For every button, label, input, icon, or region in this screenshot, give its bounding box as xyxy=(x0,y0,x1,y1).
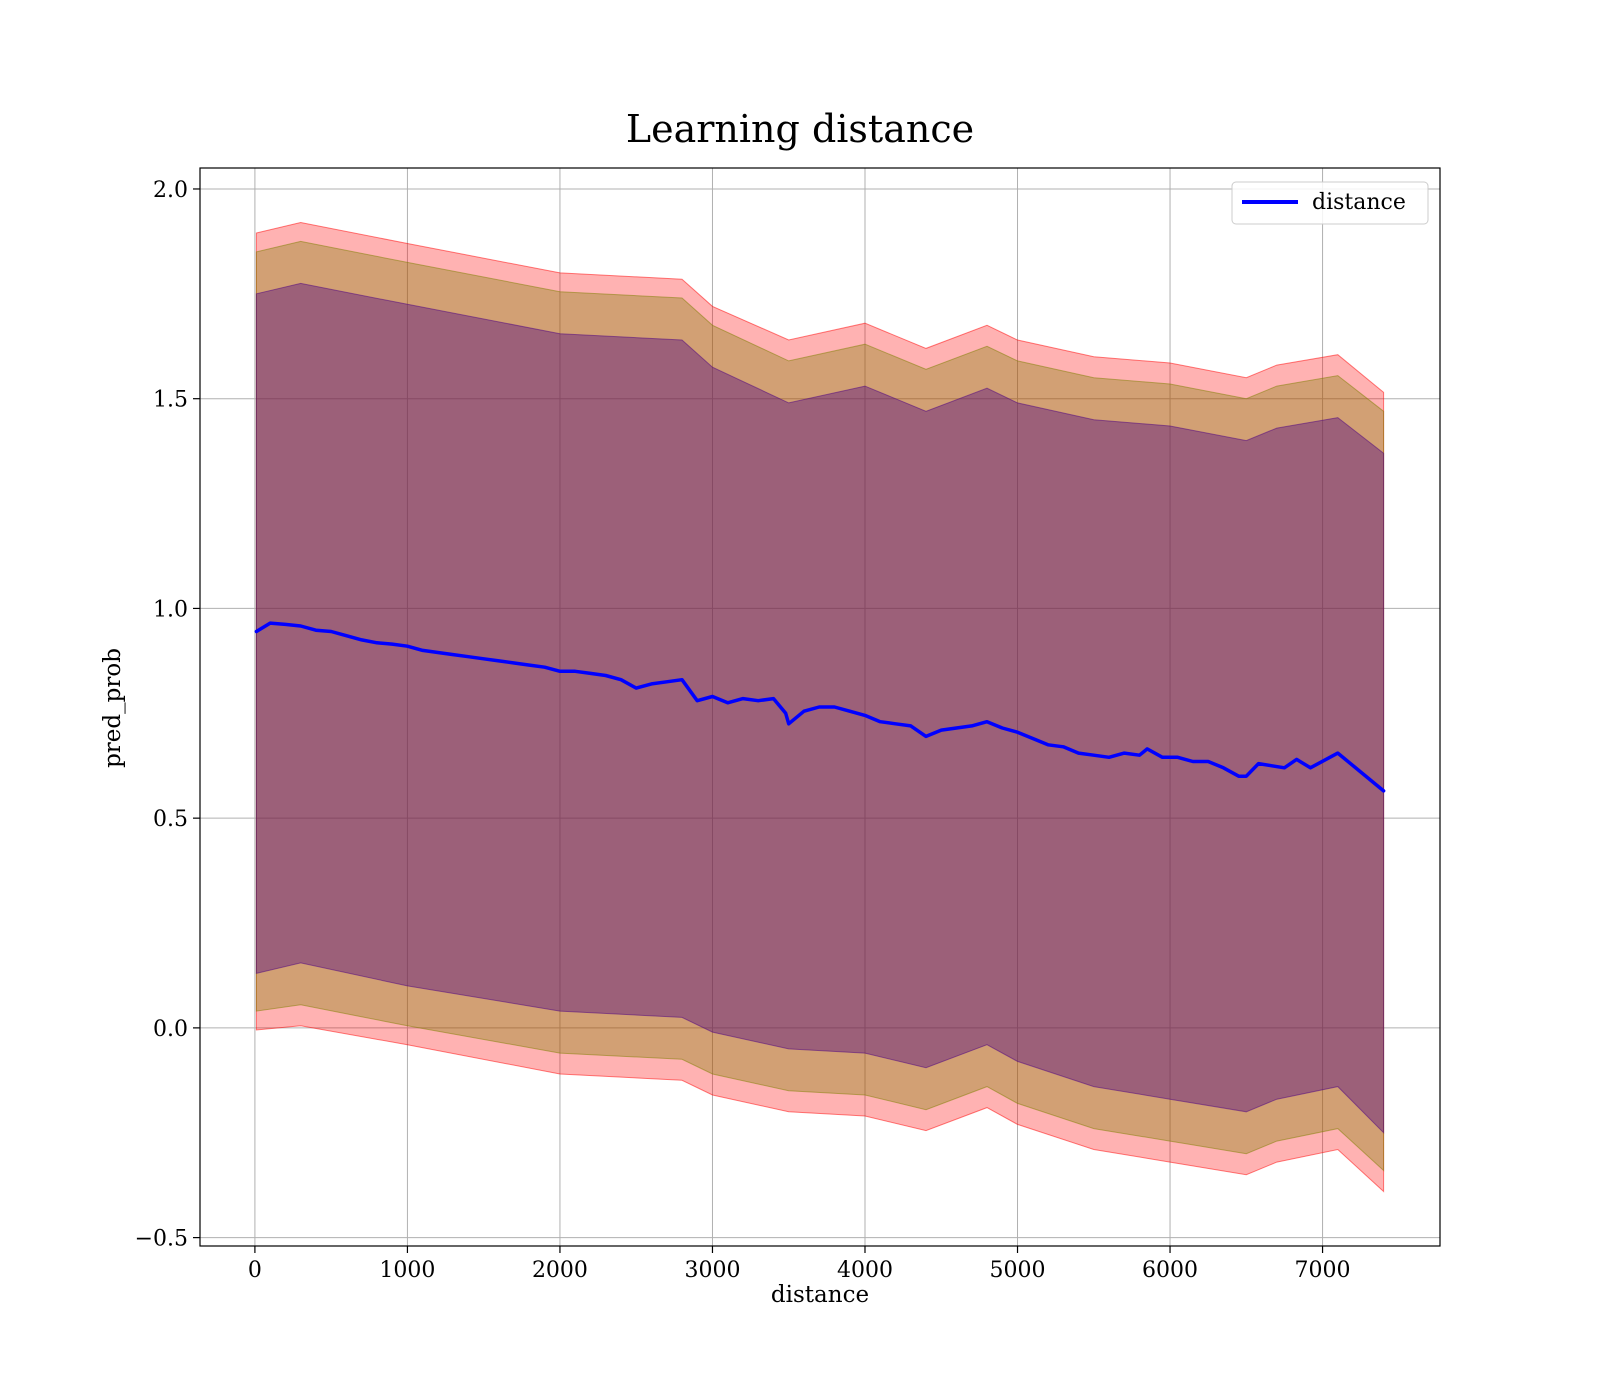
y-tick-label: −0.5 xyxy=(135,1227,188,1252)
x-tick-label: 5000 xyxy=(990,1258,1046,1283)
x-tick-label: 7000 xyxy=(1295,1258,1351,1283)
plot-frame xyxy=(199,167,1441,1247)
chart-title: Learning distance xyxy=(626,107,974,151)
grid xyxy=(200,168,1440,1246)
y-tick-label: 0.0 xyxy=(153,1017,188,1042)
y-tick-label: 0.5 xyxy=(153,807,188,832)
x-tick-label: 3000 xyxy=(684,1258,740,1283)
series-layer xyxy=(254,621,1386,793)
x-tick-label: 2000 xyxy=(532,1258,588,1283)
x-tick-label: 1000 xyxy=(379,1258,435,1283)
x-tick-label: 4000 xyxy=(837,1258,893,1283)
y-tick-label: 2.0 xyxy=(153,178,188,203)
x-tick-label: 0 xyxy=(248,1258,262,1283)
legend-label-distance: distance xyxy=(1312,190,1406,215)
series-line-distance xyxy=(254,621,1386,793)
legend: distance xyxy=(1231,181,1429,225)
legend-box xyxy=(1231,181,1429,225)
uncertainty-bands xyxy=(255,221,1385,1193)
x-axis-label: distance xyxy=(771,1282,869,1308)
y-tick-label: 1.0 xyxy=(153,597,188,622)
y-tick-label: 1.5 xyxy=(153,388,188,413)
x-tick-label: 6000 xyxy=(1142,1258,1198,1283)
axis-ticks: 0 1000 2000 3000 4000 5000 6000 7000 −0.5 0.0 0.5 1… xyxy=(135,178,1351,1283)
y-axis-label: pred_prob xyxy=(100,648,126,768)
